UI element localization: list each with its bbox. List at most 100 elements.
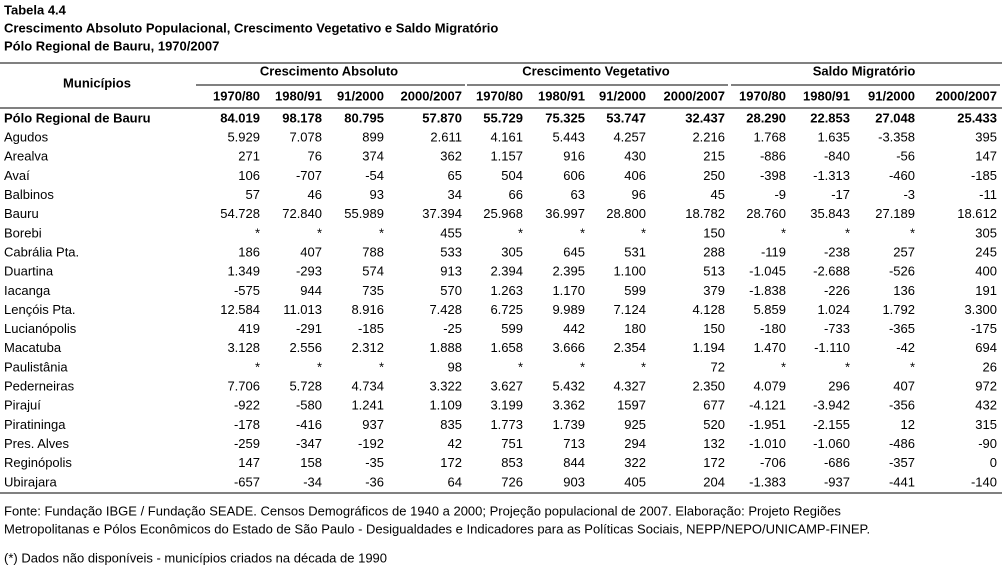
cell: -2.155 (813, 417, 850, 432)
cell: -238 (824, 244, 850, 259)
cell: 407 (893, 379, 915, 394)
cell: 315 (975, 417, 997, 432)
cell: -1.838 (749, 283, 786, 298)
cell: 55.989 (344, 206, 384, 221)
cell: -441 (889, 474, 915, 489)
cell: 150 (703, 225, 725, 240)
cell: 305 (975, 225, 997, 240)
source: Metropolitanas e Pólos Econômicos do Est… (4, 521, 870, 536)
cell: 407 (300, 244, 322, 259)
cell: -192 (358, 436, 384, 451)
cell: 296 (828, 379, 850, 394)
cell: 2.312 (351, 340, 384, 355)
cell: -140 (971, 474, 997, 489)
cell: 4.257 (613, 130, 646, 145)
cell: -1.951 (749, 417, 786, 432)
cell: 96 (632, 187, 646, 202)
cell: 4.161 (490, 130, 523, 145)
cell: 735 (362, 283, 384, 298)
cell: * (580, 359, 585, 374)
cell: 400 (975, 264, 997, 279)
cell: 53.747 (606, 110, 646, 125)
cell: 32.437 (685, 110, 725, 125)
cell: 1.635 (817, 130, 850, 145)
cell: * (518, 359, 523, 374)
cell: 5.728 (289, 379, 322, 394)
cell: 1.109 (429, 398, 462, 413)
cell: 1.157 (490, 149, 523, 164)
cell: 4.128 (692, 302, 725, 317)
cell: 4.327 (613, 379, 646, 394)
cell: 84.019 (220, 110, 260, 125)
cell: 7.124 (613, 302, 646, 317)
subheader: 91/2000 (337, 88, 384, 103)
cell: -886 (760, 149, 786, 164)
cell: 913 (440, 264, 462, 279)
subheader: 1980/91 (803, 88, 850, 103)
cell: * (781, 225, 786, 240)
subheader: 1970/80 (213, 88, 260, 103)
cell: 305 (501, 244, 523, 259)
cell: 42 (448, 436, 462, 451)
cell: * (379, 359, 384, 374)
row-name: Macatuba (4, 340, 62, 355)
cell: -178 (234, 417, 260, 432)
cell: -42 (896, 340, 915, 355)
cell: 937 (362, 417, 384, 432)
cell: 1.773 (490, 417, 523, 432)
cell: 713 (563, 436, 585, 451)
cell: 3.627 (490, 379, 523, 394)
cell: 25.968 (483, 206, 523, 221)
cell: 520 (703, 417, 725, 432)
cell: 106 (238, 168, 260, 183)
row-name: Avaí (4, 168, 30, 183)
cell: -185 (358, 321, 384, 336)
cell: 37.394 (422, 206, 462, 221)
cell: 150 (703, 321, 725, 336)
cell: -416 (296, 417, 322, 432)
cell: 844 (563, 455, 585, 470)
cell: 98.178 (282, 110, 322, 125)
cell: 3.322 (429, 379, 462, 394)
cell: -580 (296, 398, 322, 413)
table-region: Pólo Regional de Bauru, 1970/2007 (4, 38, 219, 53)
cell: 972 (975, 379, 997, 394)
cell: 925 (624, 417, 646, 432)
cell: 28.800 (606, 206, 646, 221)
cell: -1.060 (813, 436, 850, 451)
cell: -3.358 (878, 130, 915, 145)
cell: 72 (711, 359, 725, 374)
cell: 76 (308, 149, 322, 164)
cell: 1.241 (351, 398, 384, 413)
cell: 65 (448, 168, 462, 183)
cell: 66 (509, 187, 523, 202)
cell: 35.843 (810, 206, 850, 221)
subheader: 1970/80 (739, 88, 786, 103)
cell: 28.760 (746, 206, 786, 221)
cell: -175 (971, 321, 997, 336)
cell: 3.362 (552, 398, 585, 413)
cell: 54.728 (220, 206, 260, 221)
cell: * (845, 225, 850, 240)
cell: 570 (440, 283, 462, 298)
cell: 599 (501, 321, 523, 336)
cell: -347 (296, 436, 322, 451)
row-name: Arealva (4, 149, 49, 164)
cell: -36 (365, 474, 384, 489)
cell: 903 (563, 474, 585, 489)
cell: -575 (234, 283, 260, 298)
cell: 5.443 (552, 130, 585, 145)
cell: -3.942 (813, 398, 850, 413)
cell: 27.048 (875, 110, 915, 125)
cell: * (255, 359, 260, 374)
cell: 6.725 (490, 302, 523, 317)
cell: 1597 (617, 398, 646, 413)
cell: 504 (501, 168, 523, 183)
cell: * (317, 359, 322, 374)
subheader: 91/2000 (599, 88, 646, 103)
row-name: Pederneiras (4, 379, 75, 394)
cell: 147 (975, 149, 997, 164)
cell: 574 (362, 264, 384, 279)
